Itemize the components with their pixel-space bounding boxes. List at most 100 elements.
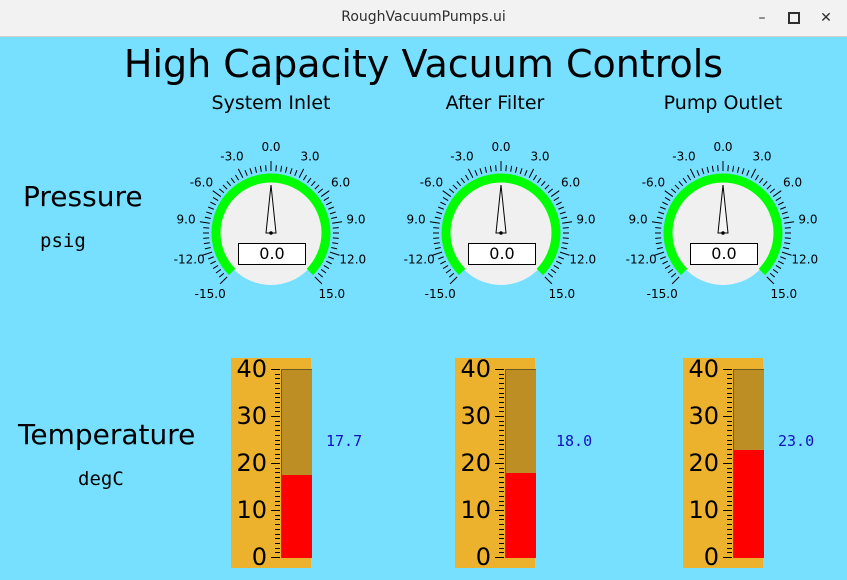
thermometer-minor-tick xyxy=(727,528,732,530)
gauge-minor-tick xyxy=(326,201,332,206)
thermometer-system-inlet: 40 30 20 10 0 xyxy=(231,357,312,571)
temperature-label: Temperature xyxy=(18,418,196,451)
gauge-major-tick xyxy=(689,168,696,178)
gauge-minor-tick xyxy=(656,216,663,220)
gauge-minor-tick xyxy=(670,272,677,278)
gauge-tick-label: 15.0 xyxy=(318,287,345,301)
gauge-minor-tick xyxy=(456,180,462,187)
gauge-minor-tick xyxy=(433,242,440,245)
gauge-tick-label: -3.0 xyxy=(450,149,473,163)
temperature-readout-system-inlet: 17.7 xyxy=(326,432,363,450)
thermometer-minor-tick xyxy=(499,401,504,403)
thermometer-minor-tick xyxy=(275,387,280,389)
gauge-minor-tick xyxy=(436,211,443,215)
thermometer-minor-tick xyxy=(727,406,732,408)
gauge-minor-tick xyxy=(302,174,307,181)
close-icon[interactable]: ✕ xyxy=(820,10,832,26)
pressure-gauge-system-inlet: -15.0 -12.0 9.0 -6.0 -3.0 0.0 3.0 6.0 9.0 12.0 15.… xyxy=(171,128,371,332)
gauge-major-tick xyxy=(298,168,305,178)
gauge-minor-tick xyxy=(711,165,714,172)
thermometer-minor-tick xyxy=(499,383,504,385)
minimize-icon[interactable]: – xyxy=(758,10,766,26)
pressure-label: Pressure xyxy=(23,180,143,213)
gauge-minor-tick xyxy=(670,188,677,194)
thermometer-minor-tick xyxy=(499,528,504,530)
thermometer-minor-tick xyxy=(275,552,280,554)
gauge-tick-label: -15.0 xyxy=(425,287,456,301)
thermometer-major-tick xyxy=(271,510,280,511)
gauge-major-tick xyxy=(750,168,757,178)
thermometer-major-tick xyxy=(495,557,504,558)
gauge-tick-label: -3.0 xyxy=(220,149,243,163)
gauge-minor-tick xyxy=(547,272,554,278)
thermometer-minor-tick xyxy=(727,505,732,507)
gauge-minor-tick xyxy=(331,246,338,250)
thermometer-minor-tick xyxy=(727,453,732,455)
gauge-minor-tick xyxy=(440,201,446,206)
thermometer-tube xyxy=(281,369,312,558)
thermometer-fill xyxy=(282,474,312,558)
gauge-minor-tick xyxy=(442,197,449,202)
thermometer-major-tick xyxy=(723,557,732,558)
thermometer-minor-tick xyxy=(727,477,732,479)
gauge-tick-label: 6.0 xyxy=(783,175,802,189)
gauge-tick-label: -15.0 xyxy=(647,287,678,301)
gauge-ok-band xyxy=(663,173,783,276)
thermometer-scale-label: 0 xyxy=(251,543,267,571)
gauge-minor-tick xyxy=(775,197,782,202)
thermometer-minor-tick xyxy=(727,378,732,380)
thermometer-major-tick xyxy=(271,416,280,417)
gauge-minor-tick xyxy=(556,201,562,206)
thermometer-minor-tick xyxy=(499,439,504,441)
thermometer-scale-label: 10 xyxy=(236,496,267,524)
gauge-minor-tick xyxy=(328,206,335,210)
thermometer-minor-tick xyxy=(275,481,280,483)
gauge-minor-tick xyxy=(781,211,788,215)
thermometer-minor-tick xyxy=(727,542,732,544)
gauge-minor-tick xyxy=(323,264,330,269)
gauge-minor-tick xyxy=(210,201,216,206)
thermometer-minor-tick xyxy=(275,458,280,460)
gauge-minor-tick xyxy=(553,197,560,202)
gauge-major-tick xyxy=(562,221,573,224)
gauge-minor-tick xyxy=(544,184,550,190)
thermometer-minor-tick xyxy=(275,524,280,526)
gauge-tick-label: 3.0 xyxy=(530,149,549,163)
gauge-minor-tick xyxy=(294,169,298,176)
thermometer-major-tick xyxy=(495,463,504,464)
gauge-minor-tick xyxy=(230,177,235,184)
gauge-minor-tick xyxy=(659,256,666,260)
thermometer-minor-tick xyxy=(499,491,504,493)
thermometer-minor-tick xyxy=(275,406,280,408)
gauge-minor-tick xyxy=(249,168,253,175)
gauge-minor-tick xyxy=(706,166,710,173)
thermometer-minor-tick xyxy=(499,524,504,526)
gauge-minor-tick xyxy=(460,177,465,184)
thermometer-major-tick xyxy=(495,416,504,417)
gauge-major-tick xyxy=(320,190,330,197)
thermometer-scale-label: 40 xyxy=(688,355,719,383)
gauge-tick-label: -12.0 xyxy=(404,253,435,267)
window-title: RoughVacuumPumps.ui xyxy=(341,9,506,25)
gauge-minor-tick xyxy=(320,269,327,274)
thermometer-minor-tick xyxy=(499,430,504,432)
column-header-after-filter: After Filter xyxy=(445,92,545,114)
gauge-pivot xyxy=(269,231,273,235)
gauge-tick-label: 3.0 xyxy=(300,149,319,163)
thermometer-minor-tick xyxy=(275,514,280,516)
gauge-minor-tick xyxy=(218,272,225,278)
thermometer-minor-tick xyxy=(275,373,280,375)
gauge-minor-tick xyxy=(212,197,219,202)
temperature-readout-pump-outlet: 23.0 xyxy=(778,432,815,450)
thermometer-minor-tick xyxy=(727,420,732,422)
thermometer-scale-label: 40 xyxy=(460,355,491,383)
gauge-tick-label: 15.0 xyxy=(770,287,797,301)
gauge-tick-label: 3.0 xyxy=(752,149,771,163)
gauge-minor-tick xyxy=(664,197,671,202)
thermometer-minor-tick xyxy=(499,505,504,507)
gauge-minor-tick xyxy=(558,206,565,210)
gauge-minor-tick xyxy=(210,260,216,265)
gauge-major-tick xyxy=(772,190,782,197)
thermometer-scale-label: 30 xyxy=(460,402,491,430)
maximize-icon[interactable] xyxy=(782,6,806,30)
